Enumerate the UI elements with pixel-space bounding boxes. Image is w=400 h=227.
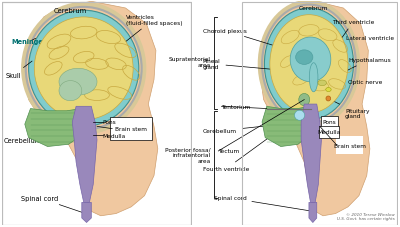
Text: Pineal
gland: Pineal gland [203, 59, 308, 73]
Ellipse shape [290, 38, 331, 82]
Text: Pons: Pons [103, 120, 116, 125]
Text: Skull: Skull [6, 62, 32, 79]
Polygon shape [72, 107, 97, 202]
Ellipse shape [34, 18, 133, 120]
FancyBboxPatch shape [336, 137, 363, 155]
Ellipse shape [318, 81, 326, 86]
Polygon shape [262, 107, 310, 147]
Text: Brain stem: Brain stem [115, 127, 147, 132]
Polygon shape [260, 2, 370, 216]
Text: Posterior fossa/
infratentorial
area: Posterior fossa/ infratentorial area [165, 146, 210, 163]
Text: Cerebrum: Cerebrum [54, 8, 87, 38]
Ellipse shape [326, 97, 331, 101]
Text: Fourth ventricle: Fourth ventricle [203, 117, 297, 172]
Text: Spinal cord: Spinal cord [21, 195, 83, 213]
Text: Hypothalamus: Hypothalamus [325, 58, 391, 82]
Polygon shape [82, 202, 91, 222]
Text: Tentorium: Tentorium [222, 104, 251, 109]
Ellipse shape [59, 69, 97, 96]
Ellipse shape [270, 16, 348, 114]
Text: Supratentorial
area: Supratentorial area [168, 57, 210, 68]
Text: Choroid plexus: Choroid plexus [203, 29, 302, 55]
FancyBboxPatch shape [321, 116, 338, 128]
Polygon shape [25, 109, 84, 147]
Text: Spinal cord: Spinal cord [214, 195, 310, 211]
FancyBboxPatch shape [319, 127, 340, 138]
Polygon shape [301, 105, 322, 202]
Text: Cerebellum: Cerebellum [4, 128, 42, 143]
Text: Third ventricle: Third ventricle [315, 20, 375, 76]
Text: Pituitary
gland: Pituitary gland [331, 100, 369, 119]
Text: Meninges: Meninges [12, 39, 47, 45]
Ellipse shape [326, 88, 331, 92]
Text: Tectum: Tectum [218, 149, 240, 154]
Polygon shape [25, 2, 158, 216]
Ellipse shape [299, 94, 310, 106]
Text: Medulla: Medulla [103, 133, 126, 138]
Ellipse shape [294, 111, 305, 121]
FancyBboxPatch shape [110, 118, 152, 140]
Text: Pons: Pons [322, 120, 336, 125]
Text: Cerebellum: Cerebellum [203, 125, 280, 134]
Ellipse shape [296, 51, 313, 65]
Text: Lateral ventricle: Lateral ventricle [329, 35, 394, 46]
Text: Brain stem: Brain stem [334, 143, 366, 148]
Ellipse shape [59, 81, 82, 101]
Ellipse shape [29, 11, 139, 127]
Text: © 2010 Terese Winslow
U.S. Govt. has certain rights: © 2010 Terese Winslow U.S. Govt. has cer… [337, 212, 395, 220]
Text: Ventricles
(fluid-filled spaces): Ventricles (fluid-filled spaces) [86, 15, 182, 74]
Ellipse shape [264, 9, 354, 120]
Ellipse shape [309, 63, 318, 92]
Text: Medulla: Medulla [318, 130, 341, 135]
Polygon shape [309, 202, 317, 222]
Text: Optic nerve: Optic nerve [331, 80, 382, 90]
Text: Cerebrum: Cerebrum [299, 6, 328, 24]
